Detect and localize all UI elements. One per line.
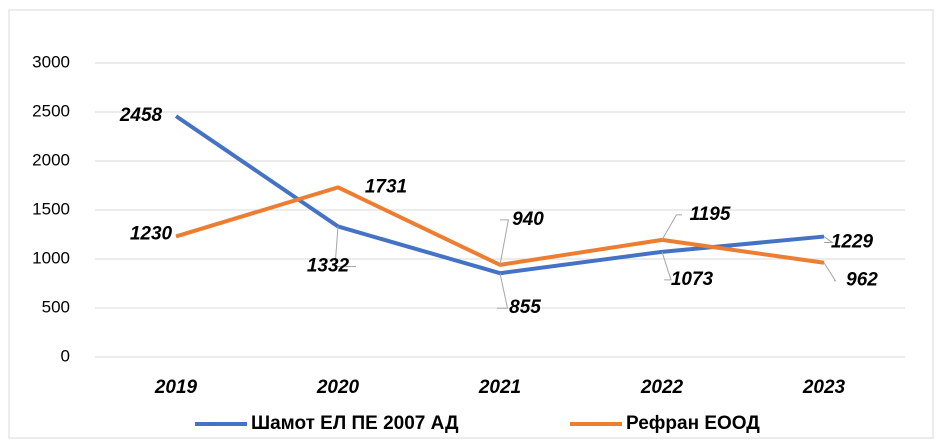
data-label: 1229 (831, 232, 874, 253)
y-tick-label: 2500 (32, 101, 70, 120)
y-tick-label: 0 (61, 346, 70, 365)
leader-line (334, 226, 356, 267)
data-label: 1332 (307, 255, 350, 276)
leader-line (497, 273, 509, 309)
legend-label: Шамот ЕЛ ПЕ 2007 АД (251, 413, 459, 434)
leader-line (823, 236, 834, 244)
y-tick-label: 500 (42, 297, 70, 316)
leader-line (499, 219, 510, 265)
y-tick-label: 2000 (32, 150, 70, 169)
chart-border (8, 9, 934, 439)
x-tick-label: 2020 (316, 377, 360, 398)
data-label: 1195 (690, 204, 731, 225)
y-tick-label: 1500 (32, 199, 70, 218)
y-tick-label: 3000 (32, 52, 70, 71)
data-label: 1731 (365, 176, 407, 197)
leader-line (661, 251, 672, 281)
data-label: 1230 (130, 223, 173, 244)
x-tick-label: 2019 (154, 377, 198, 398)
data-label: 1073 (671, 269, 714, 290)
leader-line (823, 262, 837, 282)
data-label: 940 (512, 209, 544, 230)
y-tick-label: 1000 (32, 248, 70, 267)
x-tick-label: 2023 (802, 377, 846, 398)
x-tick-label: 2021 (478, 377, 521, 398)
data-label: 2458 (119, 105, 163, 126)
leader-line (661, 214, 682, 241)
legend-label: Рефран ЕООД (626, 413, 760, 434)
x-tick-label: 2022 (640, 377, 684, 398)
data-label: 962 (846, 270, 878, 291)
data-label: 855 (509, 297, 541, 318)
